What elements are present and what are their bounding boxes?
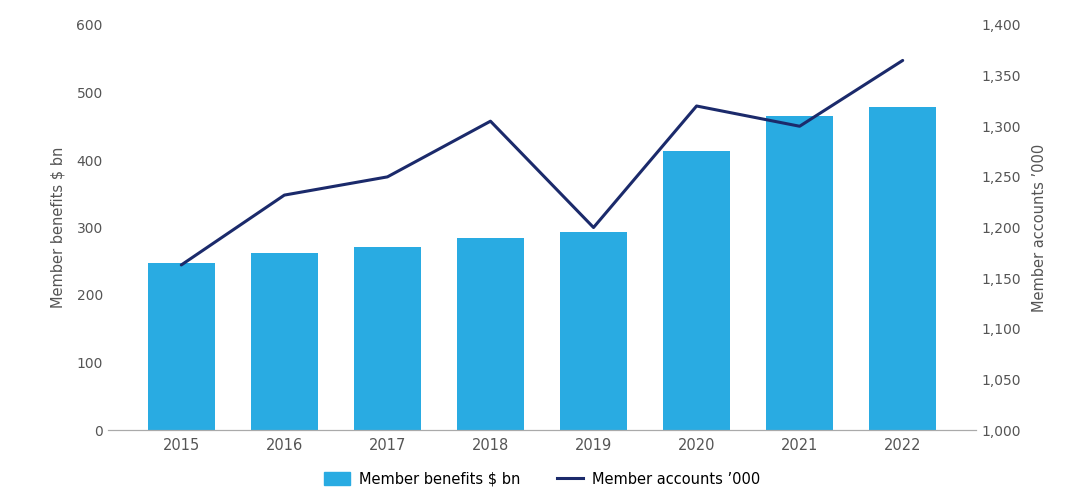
Y-axis label: Member benefits $ bn: Member benefits $ bn xyxy=(50,147,65,308)
Legend: Member benefits $ bn, Member accounts ’000: Member benefits $ bn, Member accounts ’0… xyxy=(318,466,766,492)
Y-axis label: Member accounts ’000: Member accounts ’000 xyxy=(1032,144,1047,312)
Bar xyxy=(250,253,318,430)
Bar xyxy=(354,247,421,430)
Bar xyxy=(560,232,627,430)
Bar xyxy=(147,264,215,430)
Bar xyxy=(869,108,937,430)
Bar xyxy=(663,150,730,430)
Bar xyxy=(766,116,834,430)
Bar xyxy=(457,238,524,430)
